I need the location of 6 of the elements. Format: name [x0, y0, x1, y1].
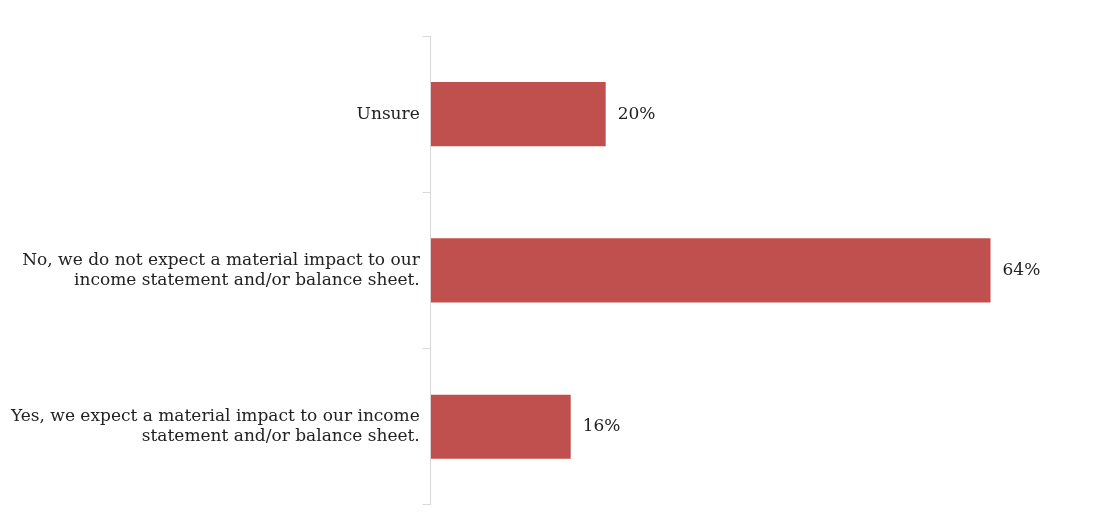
- data-label: 16%: [582, 415, 621, 436]
- y-tick-label: No, we do not expect a material impact to our income statement and/or balance sheet.: [22, 248, 421, 290]
- y-tick-label: Yes, we expect a material impact to our income statement and/or balance sheet.: [10, 404, 420, 446]
- y-tick-label: Unsure: [356, 102, 420, 123]
- data-label: 64%: [1002, 258, 1041, 279]
- data-label: 20%: [617, 102, 656, 123]
